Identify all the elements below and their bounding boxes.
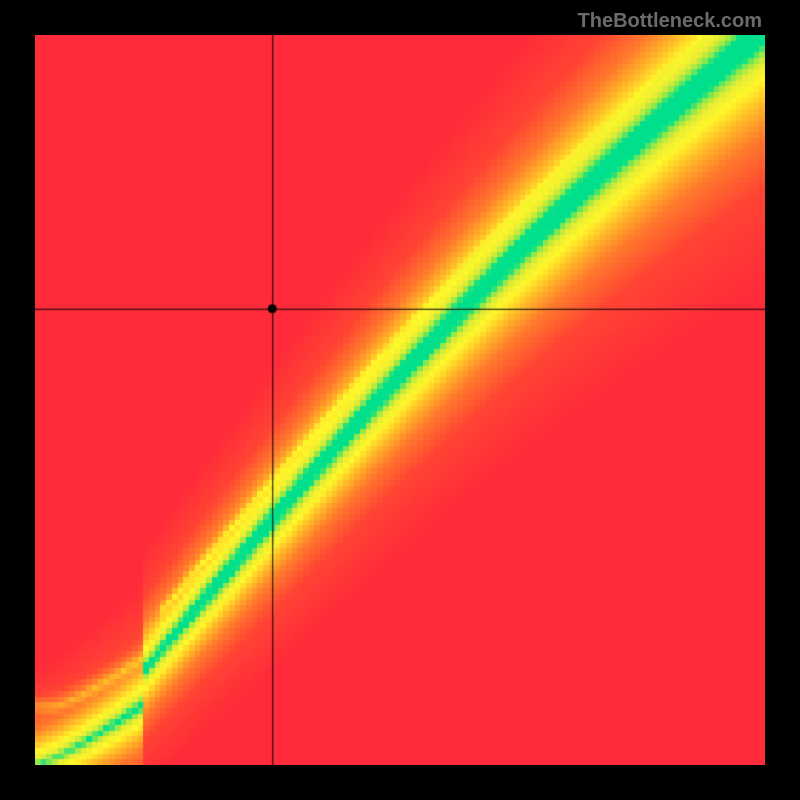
heatmap-canvas xyxy=(35,35,765,765)
chart-outer: TheBottleneck.com xyxy=(0,0,800,800)
watermark-text: TheBottleneck.com xyxy=(578,10,762,33)
plot-area xyxy=(35,35,765,765)
